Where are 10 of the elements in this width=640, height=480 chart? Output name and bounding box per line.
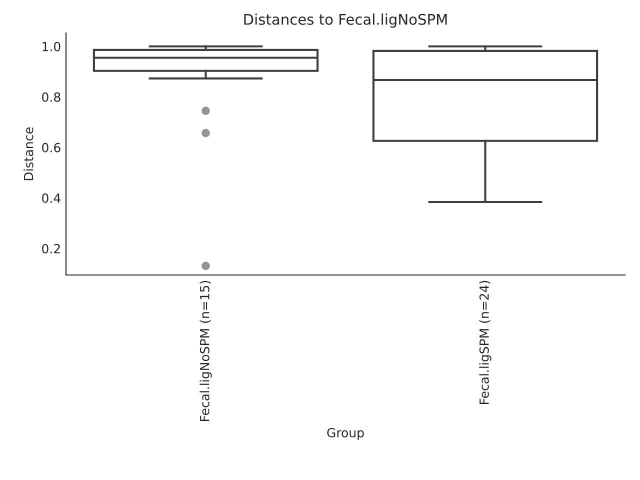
chart-title: Distances to Fecal.ligNoSPM [244, 14, 447, 28]
y-axis-title: Distance [24, 127, 34, 180]
x-axis-title: Group [327, 428, 364, 440]
x-tick-label: Fecal.ligSPM (n=24) [479, 280, 492, 404]
y-tick-label: 0.2 [42, 244, 60, 254]
x-tick-label: Fecal.ligNoSPM (n=15) [200, 280, 212, 421]
y-tick-label: 1.0 [42, 42, 60, 52]
y-tick-label: 0.4 [42, 193, 60, 203]
y-tick-label: 0.6 [42, 142, 60, 152]
y-tick-label: 0.8 [42, 92, 60, 102]
